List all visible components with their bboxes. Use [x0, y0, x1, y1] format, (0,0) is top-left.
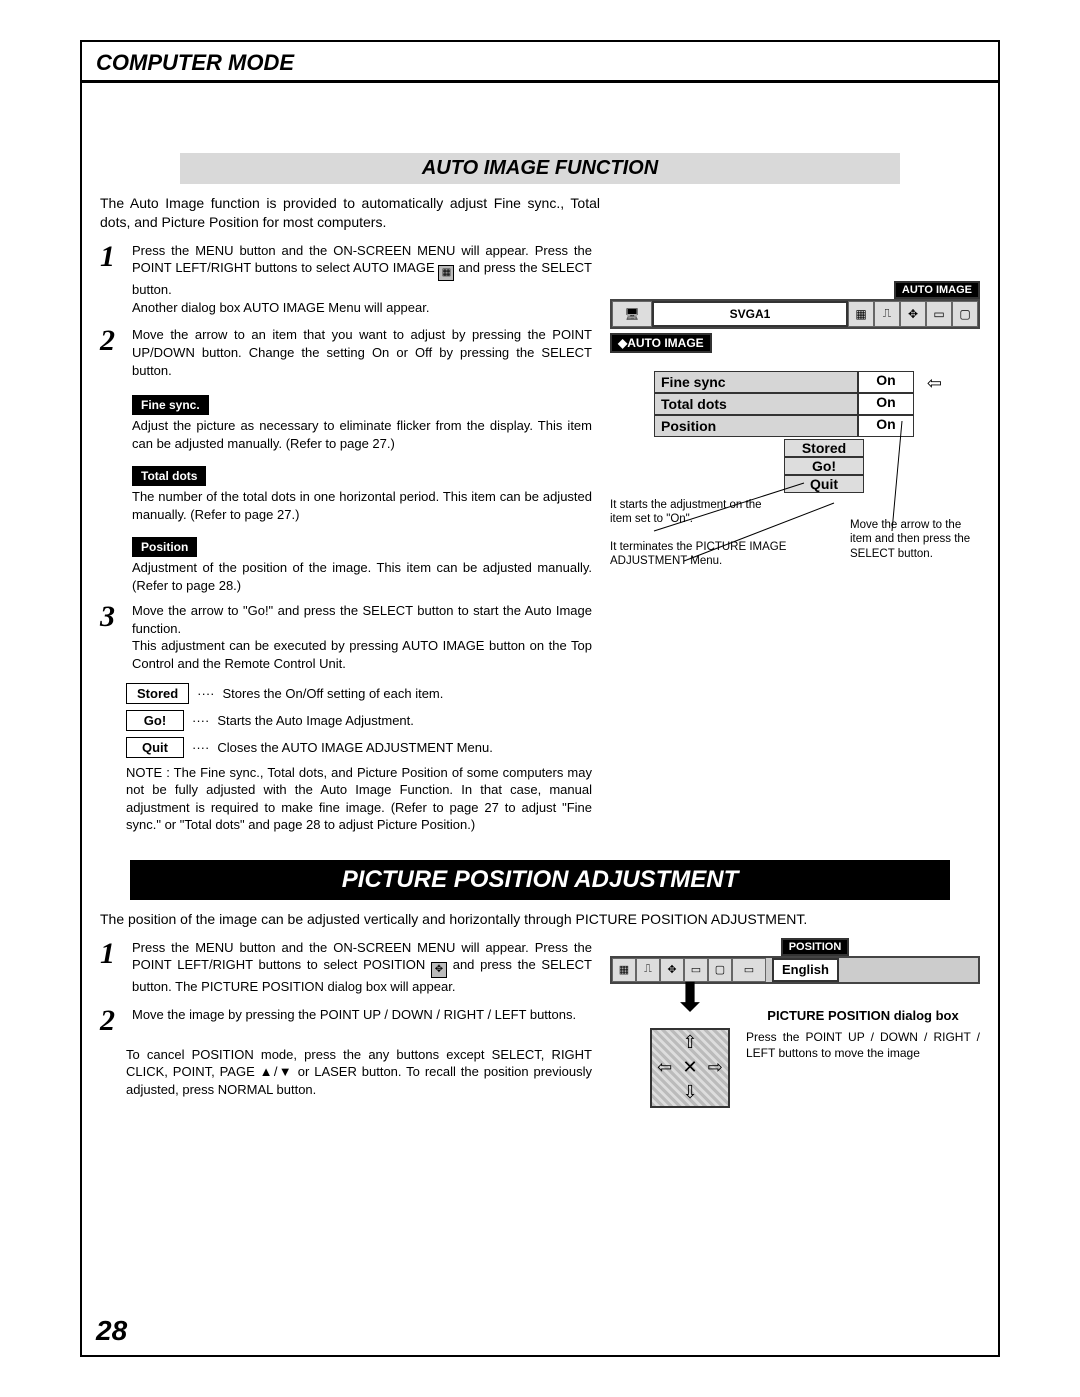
step-2-num: 2	[100, 326, 122, 379]
row-position: Position On	[654, 415, 914, 437]
down-arrow-icon: ⬇	[650, 984, 730, 1012]
row-stored: Stored ···· Stores the On/Off setting of…	[126, 683, 592, 704]
osd-svga: SVGA1	[652, 301, 848, 327]
box-quit: Quit	[126, 737, 184, 758]
step-1: 1 Press the MENU button and the ON-SCREE…	[100, 242, 592, 317]
pp-step-1-body: Press the MENU button and the ON-SCREEN …	[132, 939, 592, 996]
auto-image-note: NOTE : The Fine sync., Total dots, and P…	[126, 764, 592, 834]
down-arrow-small-icon: ⇩	[677, 1080, 702, 1105]
step-2: 2 Move the arrow to an item that you wan…	[100, 326, 592, 379]
menu-icon-2: ⎍	[874, 301, 900, 327]
manual-page: COMPUTER MODE AUTO IMAGE FUNCTION The Au…	[80, 40, 1000, 1357]
left-arrow-icon: ⇦	[652, 1055, 677, 1080]
pp-step-1-num: 1	[100, 939, 122, 996]
page-header: COMPUTER MODE	[82, 42, 998, 83]
quit-text: Closes the AUTO IMAGE ADJUSTMENT Menu.	[217, 740, 493, 755]
osd-settings: Fine sync On Total dots On Position On S…	[654, 371, 914, 493]
pp-step-2: 2 Move the image by pressing the POINT U…	[100, 1006, 592, 1036]
picture-position-intro: The position of the image can be adjuste…	[100, 910, 980, 929]
osd-top-label: AUTO IMAGE	[894, 281, 980, 299]
auto-image-left: 1 Press the MENU button and the ON-SCREE…	[100, 242, 592, 834]
lab-fine-sync: Fine sync	[654, 371, 858, 393]
section-picture-position-title: PICTURE POSITION ADJUSTMENT	[130, 860, 950, 900]
go-text: Starts the Auto Image Adjustment.	[217, 713, 414, 728]
step-1-body: Press the MENU button and the ON-SCREEN …	[132, 242, 592, 317]
dots-icon: ····	[192, 740, 209, 755]
tag-fine-sync: Fine sync.	[132, 395, 209, 415]
pp-step-1: 1 Press the MENU button and the ON-SCREE…	[100, 939, 592, 996]
val-position: On	[858, 415, 914, 437]
dots-icon: ····	[192, 713, 209, 728]
hint-quit: It terminates the PICTURE IMAGE ADJUSTME…	[610, 540, 810, 569]
menu-icon-5: ▢	[952, 301, 978, 327]
auto-image-right: AUTO IMAGE 🖥 SVGA1 ▦ ⎍ ✥ ▭ ▢ ◆AUTO IMAGE	[610, 242, 980, 834]
auto-image-columns: 1 Press the MENU button and the ON-SCREE…	[100, 242, 980, 834]
pp-icon-5: ▢	[708, 958, 732, 982]
total-dots-text: The number of the total dots in one hori…	[132, 488, 592, 523]
picture-position-left: 1 Press the MENU button and the ON-SCREE…	[100, 939, 592, 1108]
dots-icon: ····	[197, 686, 214, 701]
pp-osd-bar: ▦ ⎍ ✥ ▭ ▢ ▭ English	[610, 956, 980, 984]
auto-image-icon: ▦	[438, 265, 454, 281]
up-arrow-icon: ⇧	[677, 1030, 702, 1055]
lab-total-dots: Total dots	[654, 393, 858, 415]
pp-hint: Press the POINT UP / DOWN / RIGHT / LEFT…	[746, 1029, 980, 1063]
picture-position-columns: 1 Press the MENU button and the ON-SCREE…	[100, 939, 980, 1108]
position-icon: ✥	[431, 962, 447, 978]
val-total-dots: On	[858, 393, 914, 415]
menu-icon-4: ▭	[926, 301, 952, 327]
pp-cancel: To cancel POSITION mode, press the any b…	[126, 1046, 592, 1099]
pp-osd-top-label: POSITION	[781, 938, 850, 956]
section-auto-image-header: AUTO IMAGE FUNCTION	[180, 153, 900, 184]
step-3-num: 3	[100, 602, 122, 672]
tag-total-dots: Total dots	[132, 466, 206, 486]
pp-icon-2: ⎍	[636, 958, 660, 982]
step-2-body: Move the arrow to an item that you want …	[132, 326, 592, 379]
btn-quit: Quit	[784, 475, 864, 493]
btn-stored: Stored	[784, 439, 864, 457]
hint-arrow: Move the arrow to the item and then pres…	[850, 518, 980, 561]
pp-step-2-num: 2	[100, 1006, 122, 1036]
pp-icon-6: ▭	[732, 958, 766, 982]
step-3: 3 Move the arrow to "Go!" and press the …	[100, 602, 592, 672]
row-total-dots: Total dots On	[654, 393, 914, 415]
box-go: Go!	[126, 710, 184, 731]
auto-image-intro: The Auto Image function is provided to a…	[100, 194, 600, 232]
section-auto-image-title: AUTO IMAGE FUNCTION	[180, 153, 900, 184]
hint-start: It starts the adjustment on the item set…	[610, 498, 770, 527]
pointer-arrow-icon: ⇦	[927, 373, 942, 394]
menu-icon-3: ✥	[900, 301, 926, 327]
x-icon: ✕	[677, 1055, 702, 1080]
row-quit: Quit ···· Closes the AUTO IMAGE ADJUSTME…	[126, 737, 592, 758]
step-3a: Move the arrow to "Go!" and press the SE…	[132, 603, 592, 636]
menu-icon-1: ▦	[848, 301, 874, 327]
pp-icon-1: ▦	[612, 958, 636, 982]
lab-position: Position	[654, 415, 858, 437]
page-number: 28	[96, 1315, 127, 1347]
monitor-icon: 🖥	[612, 301, 652, 327]
box-stored: Stored	[126, 683, 189, 704]
picture-position-right: POSITION ▦ ⎍ ✥ ▭ ▢ ▭ English ⬇ ⇧	[610, 939, 980, 1108]
position-dialog: ⇧ ⇦✕⇨ ⇩	[650, 1028, 730, 1108]
row-go: Go! ···· Starts the Auto Image Adjustmen…	[126, 710, 592, 731]
row-fine-sync: Fine sync On	[654, 371, 914, 393]
osd-menu-bar: 🖥 SVGA1 ▦ ⎍ ✥ ▭ ▢	[610, 299, 980, 329]
pp-step-2-body: Move the image by pressing the POINT UP …	[132, 1006, 592, 1036]
header-title: COMPUTER MODE	[96, 50, 984, 76]
step-3-body: Move the arrow to "Go!" and press the SE…	[132, 602, 592, 672]
tag-position: Position	[132, 537, 197, 557]
step-1c: Another dialog box AUTO IMAGE Menu will …	[132, 300, 429, 315]
step-3b: This adjustment can be executed by press…	[132, 638, 592, 671]
step-1-num: 1	[100, 242, 122, 317]
fine-sync-text: Adjust the picture as necessary to elimi…	[132, 417, 592, 452]
pp-caption: PICTURE POSITION dialog box	[746, 1008, 980, 1023]
stored-text: Stores the On/Off setting of each item.	[223, 686, 444, 701]
btn-go: Go!	[784, 457, 864, 475]
page-content: AUTO IMAGE FUNCTION The Auto Image funct…	[82, 83, 998, 1108]
osd-menu-label: ◆AUTO IMAGE	[610, 333, 712, 353]
right-arrow-icon: ⇨	[703, 1055, 728, 1080]
pp-english: English	[772, 958, 839, 982]
val-fine-sync: On	[858, 371, 914, 393]
position-text: Adjustment of the position of the image.…	[132, 559, 592, 594]
